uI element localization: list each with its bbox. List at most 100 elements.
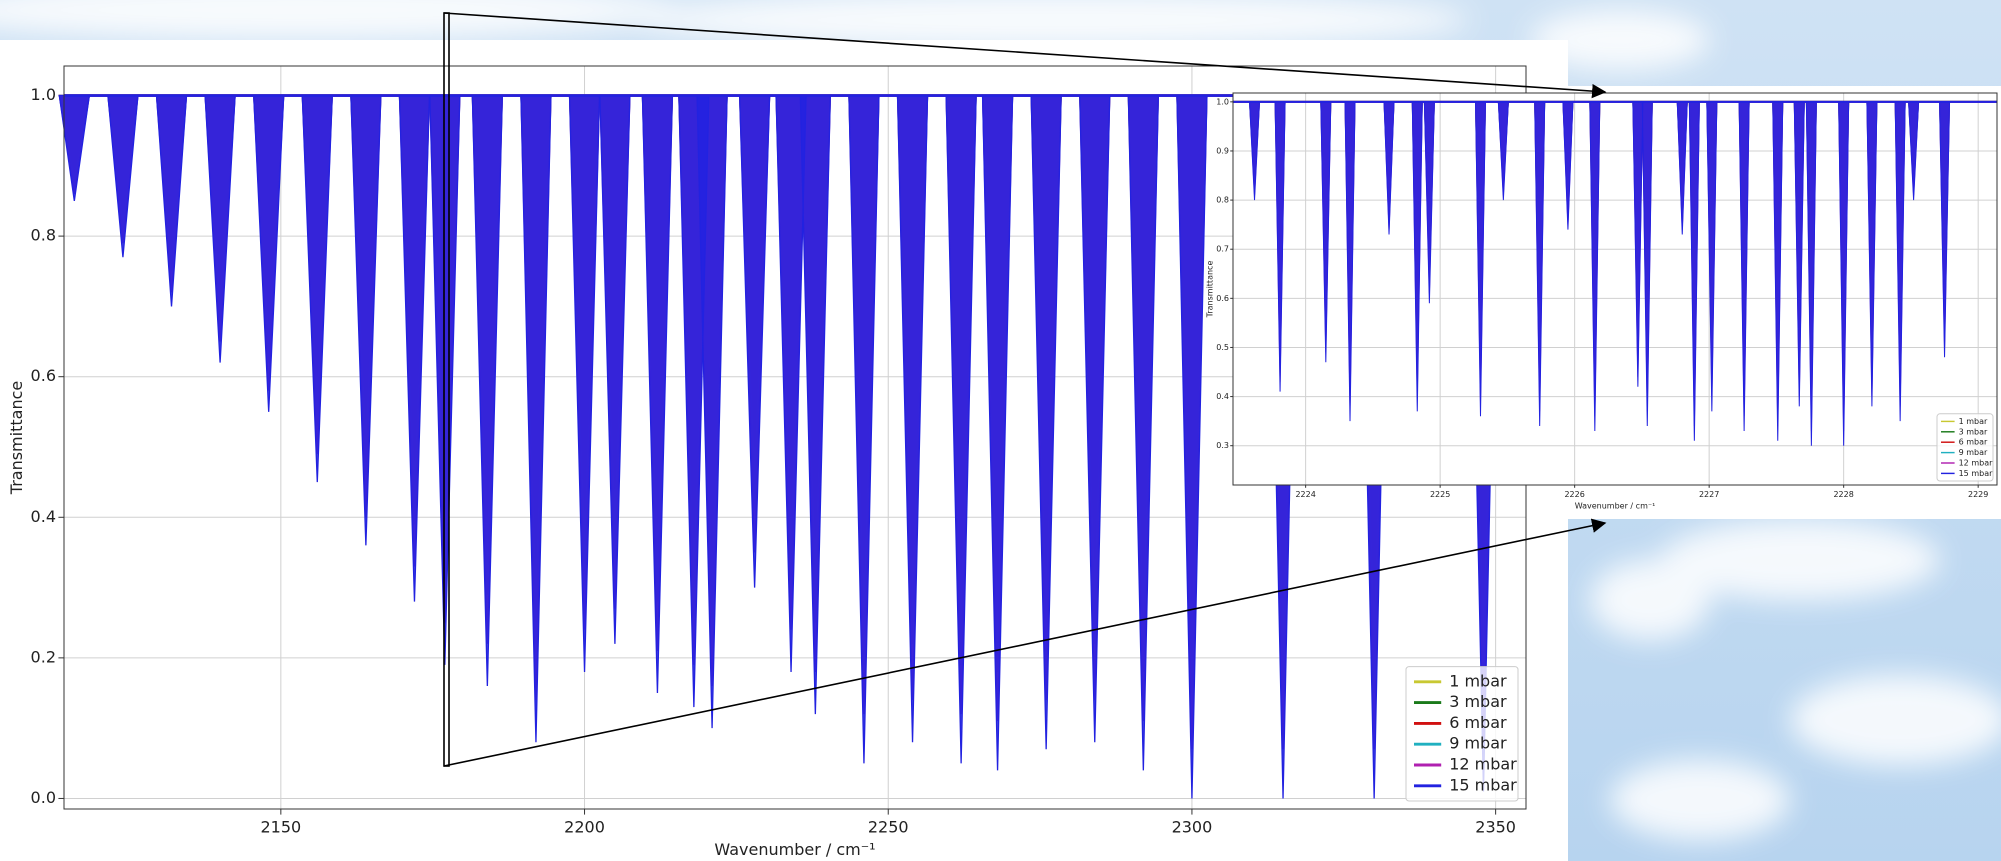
x-tick-label: 2224 [1295,490,1315,499]
zoom-arrow [443,12,1607,99]
absorption-line [1344,101,1356,422]
absorption-line [1908,101,1920,201]
legend-label: 12 mbar [1959,459,1993,468]
absorption-line [1939,101,1951,358]
legend-label: 15 mbar [1959,469,1993,478]
absorption-line [1274,101,1286,392]
absorption-line [1127,94,1160,771]
absorption-line [1589,101,1601,431]
absorption-line [1248,101,1261,201]
absorption-line [1738,101,1750,431]
y-axis-label: Transmittance [7,381,26,495]
absorption-line [1176,94,1208,799]
x-axis-label: Wavenumber / cm⁻¹ [714,840,875,859]
absorption-line [1411,101,1423,412]
x-tick-label: 2226 [1564,490,1584,499]
legend-label: 15 mbar [1449,775,1517,794]
absorption-line [1772,101,1784,441]
y-tick-label: 0.3 [1216,441,1229,450]
absorption-line [398,94,431,602]
absorption-line [1805,101,1817,446]
absorption-line [1894,101,1906,422]
absorption-line [1632,101,1644,387]
plot-frame [1232,92,1998,486]
absorption-line [1497,101,1509,201]
absorption-line [520,94,552,743]
y-tick-label: 1.0 [31,85,56,104]
absorption-line [1320,101,1332,363]
legend-label: 3 mbar [1449,692,1507,711]
x-tick-label: 2229 [1968,490,1988,499]
zoom-arrow [443,518,1607,767]
absorption-line [981,94,1014,771]
legend-label: 6 mbar [1449,713,1507,732]
y-tick-label: 0.5 [1216,343,1229,352]
legend-label: 1 mbar [1959,417,1988,426]
y-tick-label: 1.0 [1216,97,1229,106]
absorption-line [107,94,139,258]
y-tick-label: 0.8 [1216,196,1229,205]
absorption-line [1030,94,1062,750]
clouds [0,0,2001,840]
absorption-line [799,94,832,715]
absorption-line [945,94,977,764]
chart: 2224 2225 2226 2227 2228 2229 0.3 0.4 0.5 0.6 0.7 0… [1205,92,1998,510]
legend-label: 3 mbar [1959,427,1988,436]
y-tick-label: 0.2 [31,647,56,666]
absorption-line [429,94,461,665]
legend-box [1405,666,1519,802]
absorption-line [641,94,674,694]
y-tick-label: 0.0 [31,788,56,807]
y-tick-label: 0.6 [31,366,56,385]
absorption-line [1562,101,1574,230]
y-axis-label: Transmittance [1205,261,1214,319]
absorption-line [896,94,929,743]
y-tick-label: 0.6 [1216,294,1229,303]
legend-label: 1 mbar [1449,671,1507,690]
y-tick-label: 0.8 [31,226,56,245]
legend-label: 9 mbar [1449,734,1507,753]
absorption-line [1383,101,1395,235]
absorption-line [1676,101,1688,235]
absorption-line [1474,101,1487,417]
x-tick-label: 2200 [564,818,605,837]
x-tick-label: 2300 [1172,818,1213,837]
y-tick-label: 0.4 [1216,392,1229,401]
absorption-line [1534,101,1546,427]
series [1233,100,1997,446]
absorption-line [1423,101,1435,304]
absorption-line [58,94,91,202]
absorption-line [1688,101,1700,441]
y-tick-label: 0.7 [1216,245,1229,254]
legend-box [1936,413,1994,482]
absorption-line [301,94,333,483]
absorption-line [848,94,880,764]
absorption-line [568,94,601,672]
absorption-line [1706,101,1718,412]
x-tick-label: 2350 [1475,818,1516,837]
legend-label: 6 mbar [1959,438,1988,447]
x-tick-label: 2225 [1430,490,1450,499]
zoom-indicator [443,12,1607,767]
x-axis-label: Wavenumber / cm⁻¹ [1575,501,1656,510]
absorption-line [738,94,771,588]
absorption-line [204,94,236,363]
absorption-line [1838,101,1850,446]
charts: 2150 2200 2250 2300 2350 0.0 0.2 0.4 0.6 0.8 1.0 Wa… [7,65,1998,859]
x-tick-label: 2250 [868,818,909,837]
absorption-line [599,94,631,644]
x-tick-label: 2227 [1699,490,1719,499]
absorption-line [471,94,504,687]
absorption-line [1866,101,1878,407]
legend-label: 12 mbar [1449,755,1517,774]
absorption-line [155,94,188,307]
x-tick-label: 2150 [260,818,301,837]
y-tick-label: 0.9 [1216,146,1229,155]
legend-label: 9 mbar [1959,448,1988,457]
absorption-line [253,94,285,412]
x-tick-label: 2228 [1833,490,1853,499]
absorption-line [1793,101,1805,407]
